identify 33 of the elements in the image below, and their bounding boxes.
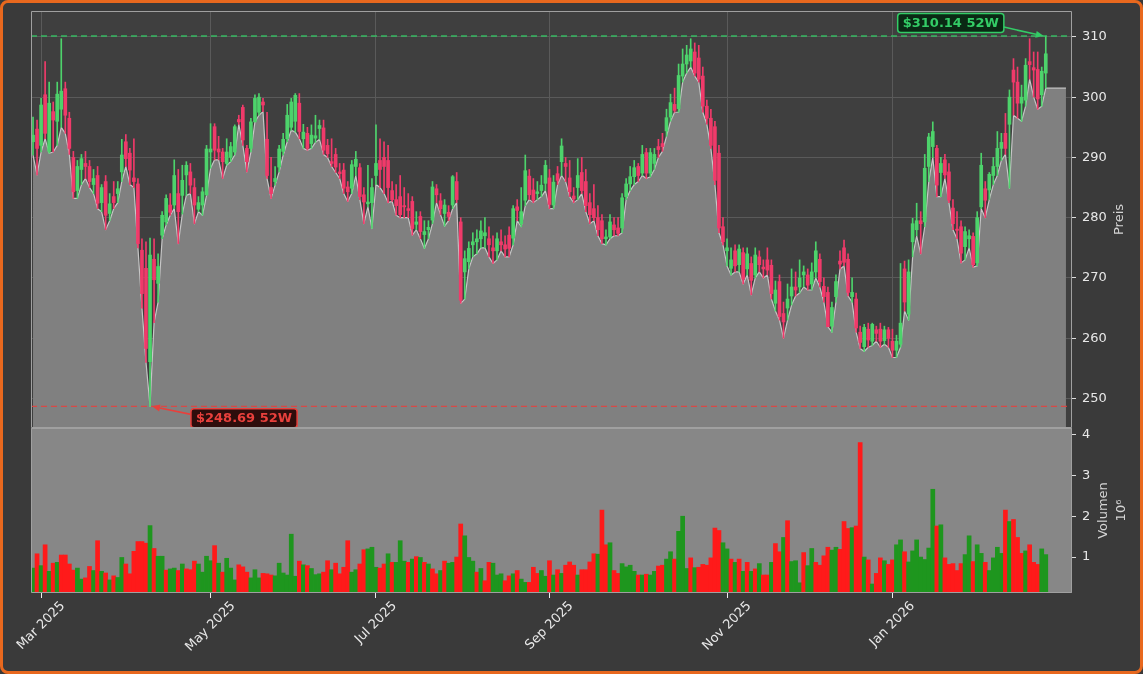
legend-label: $248.69 52W (195, 410, 293, 426)
y-tick-label: 290 (1082, 148, 1107, 164)
y-axis-title: Volumen (1094, 482, 1110, 539)
candlestick (483, 217, 487, 249)
candlestick (402, 187, 407, 219)
y-tick-label: 300 (1082, 88, 1107, 104)
candlestick (801, 265, 806, 288)
candlestick (918, 211, 923, 255)
candlestick (374, 124, 378, 185)
y-tick-label: 280 (1082, 209, 1107, 225)
y-tick-label: 1 (1082, 548, 1091, 564)
y-tick-label: 260 (1082, 329, 1107, 345)
candlestick (612, 217, 616, 237)
candlestick (51, 101, 56, 153)
y-tick-label: 250 (1082, 389, 1107, 405)
y-tick-label: 310 (1082, 28, 1107, 44)
candlestick (571, 187, 576, 203)
candlestick (394, 184, 398, 216)
candlestick (967, 229, 971, 249)
candlestick (176, 169, 181, 244)
y-tick-label: 270 (1082, 269, 1107, 285)
candlestick (515, 199, 520, 222)
candlestick (152, 238, 156, 323)
y-axis-title: Preis (1111, 203, 1127, 236)
ref-line-label: $310.14 52W (902, 14, 999, 30)
y-tick-label: 3 (1082, 466, 1091, 482)
candlestick (939, 157, 943, 197)
y-tick-label: 2 (1082, 507, 1091, 523)
candlestick (261, 98, 265, 112)
y-tick-label: 4 (1082, 425, 1091, 441)
candlestick (850, 277, 854, 303)
candlestick (111, 181, 116, 209)
text: 10⁶ (1112, 499, 1128, 522)
